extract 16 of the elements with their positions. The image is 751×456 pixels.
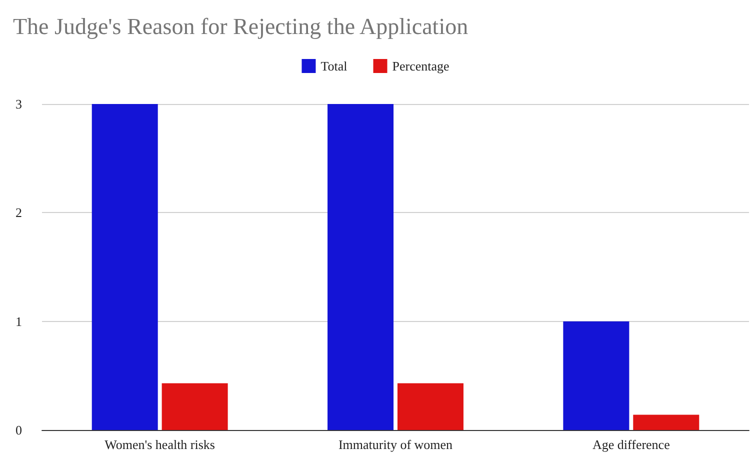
- x-tick-label: Immaturity of women: [338, 437, 454, 452]
- legend-label: Percentage: [392, 58, 450, 74]
- legend-label: Total: [320, 58, 348, 74]
- bar: [633, 414, 700, 430]
- bar: [397, 383, 464, 430]
- bar: [328, 104, 394, 430]
- y-tick-label: 3: [16, 96, 22, 112]
- chart-title: The Judge's Reason for Rejecting the Application: [13, 14, 469, 39]
- bar: [162, 383, 228, 430]
- bar: [563, 321, 630, 430]
- x-tick-label: Age difference: [592, 437, 670, 452]
- x-tick-label: Women's health risks: [104, 437, 216, 452]
- y-tick-label: 2: [16, 205, 22, 220]
- y-tick-label: 0: [16, 422, 22, 438]
- y-tick-label: 1: [16, 314, 22, 329]
- bar: [92, 104, 158, 430]
